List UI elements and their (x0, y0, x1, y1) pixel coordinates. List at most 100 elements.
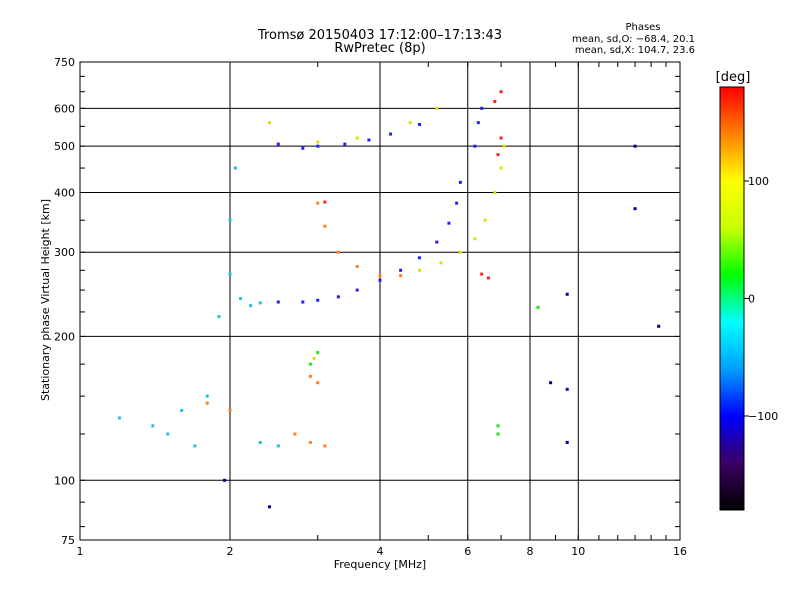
data-point (301, 300, 305, 304)
colorbar-tick-label: 0 (748, 293, 755, 306)
data-point (258, 301, 262, 305)
data-point (267, 505, 271, 509)
x-tick-label: 10 (571, 545, 585, 558)
data-point (499, 136, 503, 140)
y-tick-label: 750 (54, 56, 75, 69)
colorbar-tick-label: −100 (748, 410, 778, 423)
data-point (223, 478, 227, 482)
data-point (308, 374, 312, 378)
data-point (355, 288, 359, 292)
data-point (323, 224, 327, 228)
data-point (565, 387, 569, 391)
data-point (323, 444, 327, 448)
data-point (473, 237, 477, 241)
data-point (316, 201, 320, 205)
data-point (233, 166, 237, 170)
data-point (166, 432, 170, 436)
data-point (439, 261, 443, 265)
data-point (293, 432, 297, 436)
data-point (151, 424, 155, 428)
data-point (316, 298, 320, 302)
data-point (367, 138, 371, 142)
data-point (193, 444, 197, 448)
data-point (493, 100, 497, 104)
x-tick-label: 16 (673, 545, 687, 558)
data-point (657, 324, 661, 328)
grid (80, 62, 680, 540)
x-tick-label: 4 (377, 545, 384, 558)
data-point (565, 292, 569, 296)
data-point (378, 278, 382, 282)
x-tick-label: 2 (227, 545, 234, 558)
y-axis-label: Stationary phase Virtual Height [km] (39, 199, 52, 401)
colorbar (719, 86, 745, 511)
data-point (408, 121, 412, 125)
data-point (117, 416, 121, 420)
y-tick-label: 75 (61, 534, 75, 547)
data-point (316, 351, 320, 355)
data-point (228, 272, 232, 276)
data-point (316, 140, 320, 144)
data-points (117, 90, 661, 509)
data-point (323, 200, 327, 204)
data-point (276, 300, 280, 304)
colorbar-label: [deg] (716, 70, 751, 85)
data-point (499, 166, 503, 170)
data-point (205, 394, 209, 398)
phases-heading: Phases (625, 22, 660, 33)
x-tick-label: 8 (527, 545, 534, 558)
colorbar-tick-label: 100 (748, 175, 769, 188)
data-point (276, 444, 280, 448)
data-point (276, 142, 280, 146)
data-point (343, 142, 347, 146)
y-tick-label: 600 (54, 102, 75, 115)
data-point (316, 381, 320, 385)
data-point (228, 218, 232, 222)
data-point (336, 250, 340, 254)
data-point (249, 304, 253, 308)
phases-o-stats: mean, sd,O: −68.4, 20.1 (572, 34, 695, 45)
data-point (633, 144, 637, 148)
data-point (496, 424, 500, 428)
data-point (473, 144, 477, 148)
data-point (308, 440, 312, 444)
data-point (458, 250, 462, 254)
data-point (258, 440, 262, 444)
y-tick-label: 200 (54, 330, 75, 343)
y-tick-label: 100 (54, 474, 75, 487)
data-point (301, 146, 305, 150)
data-point (496, 153, 500, 157)
data-point (502, 144, 506, 148)
data-point (447, 221, 451, 225)
y-tick-label: 300 (54, 246, 75, 259)
data-point (267, 121, 271, 125)
y-tick-label: 500 (54, 140, 75, 153)
data-point (458, 180, 462, 184)
data-point (486, 276, 490, 280)
x-axis-label: Frequency [MHz] (334, 558, 426, 571)
chart-title: Tromsø 20150403 17:12:00–17:13:43 (257, 28, 502, 43)
data-point (228, 408, 232, 412)
data-point (399, 274, 403, 278)
data-point (217, 315, 221, 319)
data-point (483, 218, 487, 222)
data-point (549, 381, 553, 385)
data-point (239, 297, 243, 301)
data-point (435, 240, 439, 244)
data-point (378, 274, 382, 278)
data-point (308, 362, 312, 366)
data-point (493, 190, 497, 194)
data-point (480, 106, 484, 110)
data-point (205, 401, 209, 405)
x-tick-label: 1 (77, 545, 84, 558)
data-point (476, 121, 480, 125)
data-point (336, 295, 340, 299)
data-point (633, 207, 637, 211)
data-point (399, 268, 403, 272)
data-point (417, 268, 421, 272)
data-point (435, 106, 439, 110)
data-point (417, 123, 421, 127)
data-point (499, 90, 503, 94)
data-point (496, 432, 500, 436)
phases-x-stats: mean, sd,X: 104.7, 23.6 (575, 45, 695, 56)
